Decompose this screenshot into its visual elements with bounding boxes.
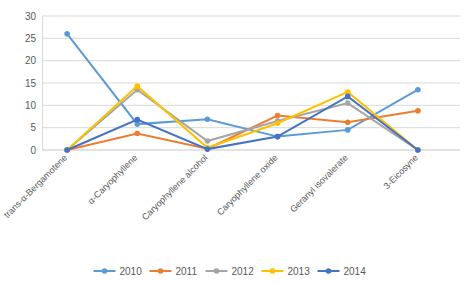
y-tick: 25 (25, 33, 42, 44)
point (205, 146, 211, 152)
point (275, 134, 281, 140)
y-tick-label: 10 (25, 100, 37, 111)
x-tick: α-Caryophyllene (86, 150, 140, 206)
x-tick: trans-α-Bergamotene (2, 150, 69, 220)
point (64, 147, 70, 153)
legend-label: 2010 (120, 266, 143, 277)
point (205, 146, 211, 152)
point (64, 147, 70, 153)
x-tick: Geranyl isovalerate (288, 150, 350, 214)
legend-marker (102, 268, 108, 274)
grid (42, 16, 460, 150)
legend-item: 2014 (318, 266, 367, 277)
point (415, 147, 421, 153)
legend-item: 2013 (262, 266, 311, 277)
point (134, 83, 140, 89)
grid-line (42, 38, 460, 39)
y-tick-label: 15 (25, 78, 37, 89)
series-markers (64, 83, 420, 152)
x-tick-label: Geranyl isovalerate (288, 153, 350, 215)
y-tick: 5 (30, 122, 42, 133)
series-markers (64, 94, 420, 153)
grid-line (42, 150, 460, 151)
x-tick: Caryophyllene alcohol (140, 150, 210, 222)
point (275, 134, 281, 140)
grid-line (42, 16, 460, 17)
point (275, 113, 281, 119)
legend: 2010 2011 2012 2013 2014 (94, 266, 367, 277)
point (134, 131, 140, 137)
y-tick: 15 (25, 78, 42, 89)
y-tick: 10 (25, 100, 42, 111)
point (64, 147, 70, 153)
point (205, 116, 211, 122)
y-tick-label: 30 (25, 11, 37, 22)
y-tick: 30 (25, 11, 42, 22)
series-markers (64, 31, 420, 139)
legend-marker (326, 268, 332, 274)
point (64, 31, 70, 37)
point (345, 100, 351, 106)
point (275, 120, 281, 126)
series-markers (64, 87, 420, 153)
x-tick-label: Caryophyllene oxide (215, 153, 280, 218)
legend-item: 2011 (150, 266, 198, 277)
legend-marker (214, 268, 220, 274)
legend-label: 2013 (288, 266, 311, 277)
series-line (67, 96, 418, 150)
y-tick-label: 5 (30, 122, 36, 133)
legend-label: 2011 (176, 266, 198, 277)
x-tick-label: trans-α-Bergamotene (2, 153, 69, 220)
plot-area (64, 31, 420, 153)
grid-line (42, 60, 460, 61)
point (415, 108, 421, 114)
legend-item: 2012 (206, 266, 255, 277)
y-axis-line (42, 17, 43, 151)
point (345, 120, 351, 126)
legend-marker (270, 268, 276, 274)
legend-item: 2010 (94, 266, 143, 277)
y-tick-label: 20 (25, 55, 37, 66)
point (415, 87, 421, 93)
series-line (67, 86, 418, 150)
x-tick-label: 3-Eicosyne (381, 153, 420, 192)
y-tick: 20 (25, 55, 42, 66)
legend-label: 2014 (344, 266, 367, 277)
x-axis-line (42, 150, 460, 151)
point (345, 94, 351, 100)
grid-line (42, 105, 460, 106)
y-tick: 0 (30, 145, 42, 156)
point (345, 127, 351, 133)
legend-marker (158, 268, 164, 274)
x-tick: 3-Eicosyne (381, 150, 420, 191)
y-axis: 0 5 10 15 20 25 30 (25, 11, 43, 156)
x-tick: Caryophyllene oxide (215, 150, 280, 217)
series-line (67, 34, 418, 137)
point (205, 138, 211, 144)
point (64, 147, 70, 153)
x-axis: trans-α-Bergamoteneα-CaryophylleneCaryop… (2, 150, 460, 222)
point (415, 147, 421, 153)
y-tick-label: 25 (25, 33, 37, 44)
x-tick-label: Caryophyllene alcohol (140, 153, 210, 223)
point (415, 147, 421, 153)
chart: 0 5 10 15 20 25 30 trans-α-Bergamotene α-Caryoph… (0, 0, 467, 283)
legend-label: 2012 (232, 266, 255, 277)
point (134, 117, 140, 123)
series-line (67, 90, 418, 150)
y-tick-label: 0 (30, 145, 36, 156)
x-tick-label: α-Caryophyllene (86, 153, 140, 207)
